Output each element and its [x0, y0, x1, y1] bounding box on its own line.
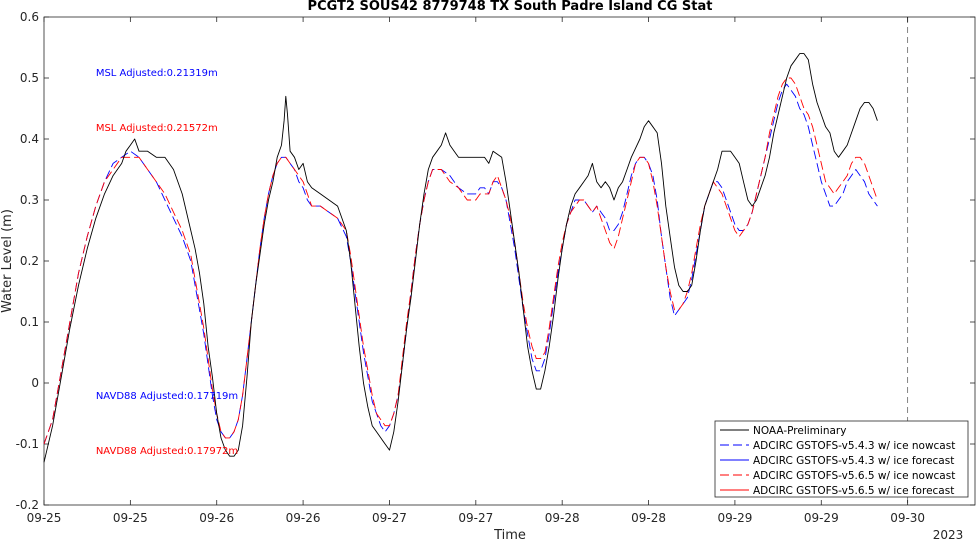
x-tick-label: 09-26: [286, 511, 321, 525]
x-tick-label: 09-27: [458, 511, 493, 525]
y-axis: -0.2 -0.1 0 0.1 0.2 0.3 0.4 0.5 0.6: [16, 10, 975, 512]
x-tick-label: 09-26: [199, 511, 234, 525]
y-tick-label: 0: [31, 376, 39, 390]
datum-annotations: MSL Adjusted:0.21319m MSL Adjusted:0.2157…: [96, 68, 238, 457]
x-tick-label: 09-30: [890, 511, 925, 525]
y-tick-label: -0.1: [16, 437, 39, 451]
datum-annotation: NAVD88 Adjusted:0.17972m: [96, 446, 238, 457]
x-tick-label: 09-28: [545, 511, 580, 525]
y-tick-label: 0.2: [20, 254, 39, 268]
datum-annotation: NAVD88 Adjusted:0.17719m: [96, 391, 238, 402]
x-tick-label: 09-25: [113, 511, 148, 525]
y-axis-label: Water Level (m): [0, 209, 15, 313]
y-tick-label: 0.6: [20, 10, 39, 24]
legend-label: ADCIRC GSTOFS-v5.6.5 w/ ice nowcast: [753, 470, 955, 482]
y-tick-label: 0.3: [20, 193, 39, 207]
x-axis-label: Time: [493, 528, 526, 541]
legend-label: ADCIRC GSTOFS-v5.4.3 w/ ice nowcast: [753, 440, 955, 452]
legend-label: NOAA-Preliminary: [753, 425, 846, 437]
legend-box: [714, 420, 969, 498]
y-tick-label: -0.2: [16, 498, 39, 512]
series-line: [43, 53, 878, 463]
x-tick-label: 09-27: [372, 511, 407, 525]
x-axis-year-label: 2023: [933, 528, 964, 541]
legend: NOAA-Preliminary ADCIRC GSTOFS-v5.4.3 w/ …: [714, 420, 969, 498]
y-tick-label: 0.4: [20, 132, 39, 146]
x-tick-label: 09-25: [27, 511, 62, 525]
datum-annotation: MSL Adjusted:0.21319m: [96, 68, 218, 79]
series-layer: [43, 53, 878, 463]
y-tick-label: 0.5: [20, 71, 39, 85]
datum-annotation: MSL Adjusted:0.21572m: [96, 123, 218, 134]
x-tick-label: 09-28: [631, 511, 666, 525]
x-axis: 09-25 09-25 09-26 09-26 09-27 09-27 09-28 09-28…: [27, 17, 925, 525]
y-tick-label: 0.1: [20, 315, 39, 329]
chart-title: PCGT2 SOUS42 8779748 TX South Padre Isla…: [308, 0, 713, 14]
legend-label: ADCIRC GSTOFS-v5.4.3 w/ ice forecast: [753, 455, 954, 467]
x-tick-label: 09-29: [804, 511, 839, 525]
legend-label: ADCIRC GSTOFS-v5.6.5 w/ ice forecast: [753, 485, 954, 497]
x-tick-label: 09-29: [717, 511, 752, 525]
